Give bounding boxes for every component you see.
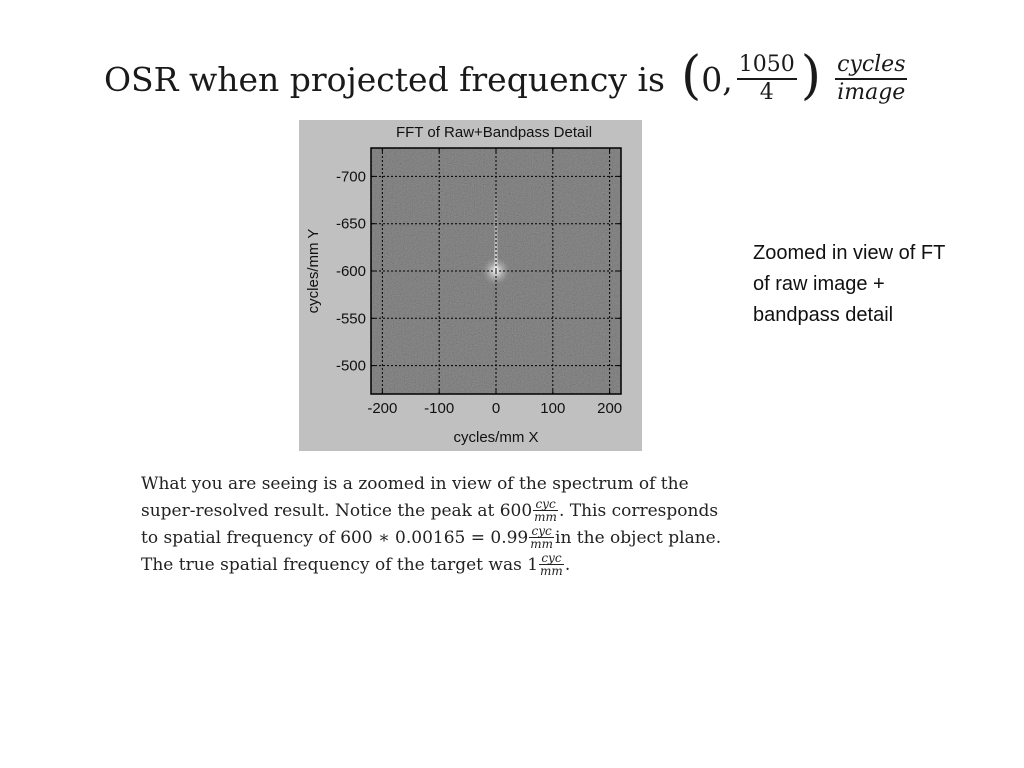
paragraph-line: super-resolved result. Notice the peak a…: [141, 497, 809, 524]
x-axis-label: cycles/mm X: [453, 429, 538, 446]
x-axis-ticks: -200 -100 0 100 200: [367, 148, 622, 417]
unit-denominator: mm: [534, 510, 557, 524]
title-zero: 0,: [701, 59, 733, 99]
paragraph-text: in the object plane.: [555, 527, 722, 548]
y-tick-label: -650: [336, 216, 366, 233]
chart-title: FFT of Raw+Bandpass Detail: [396, 124, 592, 141]
paragraph-text: .: [564, 554, 571, 575]
y-tick-label: -500: [336, 358, 366, 375]
y-tick-label: -550: [336, 310, 366, 327]
side-note-line: bandpass detail: [753, 304, 894, 326]
title-paren-close: ): [800, 46, 822, 106]
paragraph-text: to spatial frequency of 600 ∗ 0.00165 = …: [141, 527, 529, 548]
unit-numerator: cyc: [531, 524, 552, 538]
paragraph-text: . This corresponds: [558, 500, 719, 521]
paragraph-text: What you are seeing is a zoomed in view …: [141, 473, 689, 494]
paragraph-line: What you are seeing is a zoomed in view …: [141, 470, 809, 497]
title-fraction: 1050 4: [736, 52, 797, 105]
x-tick-label: 100: [540, 400, 565, 417]
title-unit-denominator: image: [837, 80, 906, 105]
side-note-line: of raw image +: [753, 273, 885, 295]
title-unit-fraction: cycles image: [835, 52, 908, 105]
title-paren-open: (: [680, 46, 702, 106]
y-axis-ticks: -700 -650 -600 -550 -500: [336, 168, 621, 375]
title-text: OSR when projected frequency is: [104, 59, 665, 99]
slide-title: OSR when projected frequency is ( 0, 105…: [104, 44, 911, 114]
unit-numerator: cyc: [541, 551, 562, 565]
x-tick-label: 0: [492, 400, 500, 417]
unit-fraction: cyc mm: [529, 524, 555, 551]
unit-fraction: cyc mm: [539, 552, 564, 577]
title-fraction-numerator: 1050: [738, 52, 795, 77]
x-tick-label: 200: [597, 400, 622, 417]
x-tick-label: -200: [367, 400, 397, 417]
paragraph-line: The true spatial frequency of the target…: [141, 551, 809, 578]
side-note-line: Zoomed in view of FT: [753, 242, 946, 264]
title-fraction-denominator: 4: [759, 80, 774, 105]
side-note: Zoomed in view of FT of raw image + band…: [753, 238, 1003, 331]
y-tick-label: -700: [336, 168, 366, 185]
fft-figure: FFT of Raw+Bandpass Detail -200 -100 0 100 2…: [299, 120, 642, 451]
unit-numerator: cyc: [535, 497, 556, 511]
paragraph-text: The true spatial frequency of the target…: [141, 554, 539, 575]
title-unit-numerator: cycles: [837, 52, 906, 77]
y-tick-label: -600: [336, 263, 366, 280]
y-axis-label: cycles/mm Y: [305, 229, 322, 314]
unit-fraction: cyc mm: [533, 498, 558, 523]
grid-lines: [371, 148, 621, 394]
explanation-paragraph: What you are seeing is a zoomed in view …: [141, 470, 809, 578]
paragraph-line: to spatial frequency of 600 ∗ 0.00165 = …: [141, 524, 809, 551]
unit-denominator: mm: [540, 564, 563, 578]
fft-chart: FFT of Raw+Bandpass Detail -200 -100 0 100 2…: [305, 124, 622, 446]
plot-area: [370, 147, 622, 395]
paragraph-text: super-resolved result. Notice the peak a…: [141, 500, 533, 521]
x-tick-label: -100: [424, 400, 454, 417]
unit-denominator: mm: [530, 537, 554, 551]
